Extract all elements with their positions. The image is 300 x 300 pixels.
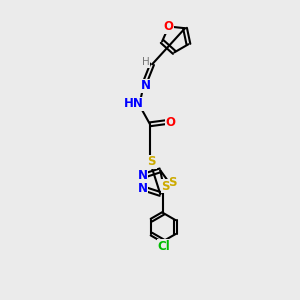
Text: S: S	[169, 176, 177, 189]
Text: HN: HN	[124, 98, 144, 110]
Text: O: O	[164, 20, 174, 33]
Text: N: N	[141, 79, 151, 92]
Text: S: S	[148, 155, 156, 168]
Text: Cl: Cl	[157, 240, 170, 253]
Text: N: N	[137, 169, 148, 182]
Text: N: N	[137, 182, 148, 195]
Text: O: O	[165, 116, 176, 129]
Text: H: H	[142, 57, 150, 67]
Text: S: S	[161, 180, 170, 193]
